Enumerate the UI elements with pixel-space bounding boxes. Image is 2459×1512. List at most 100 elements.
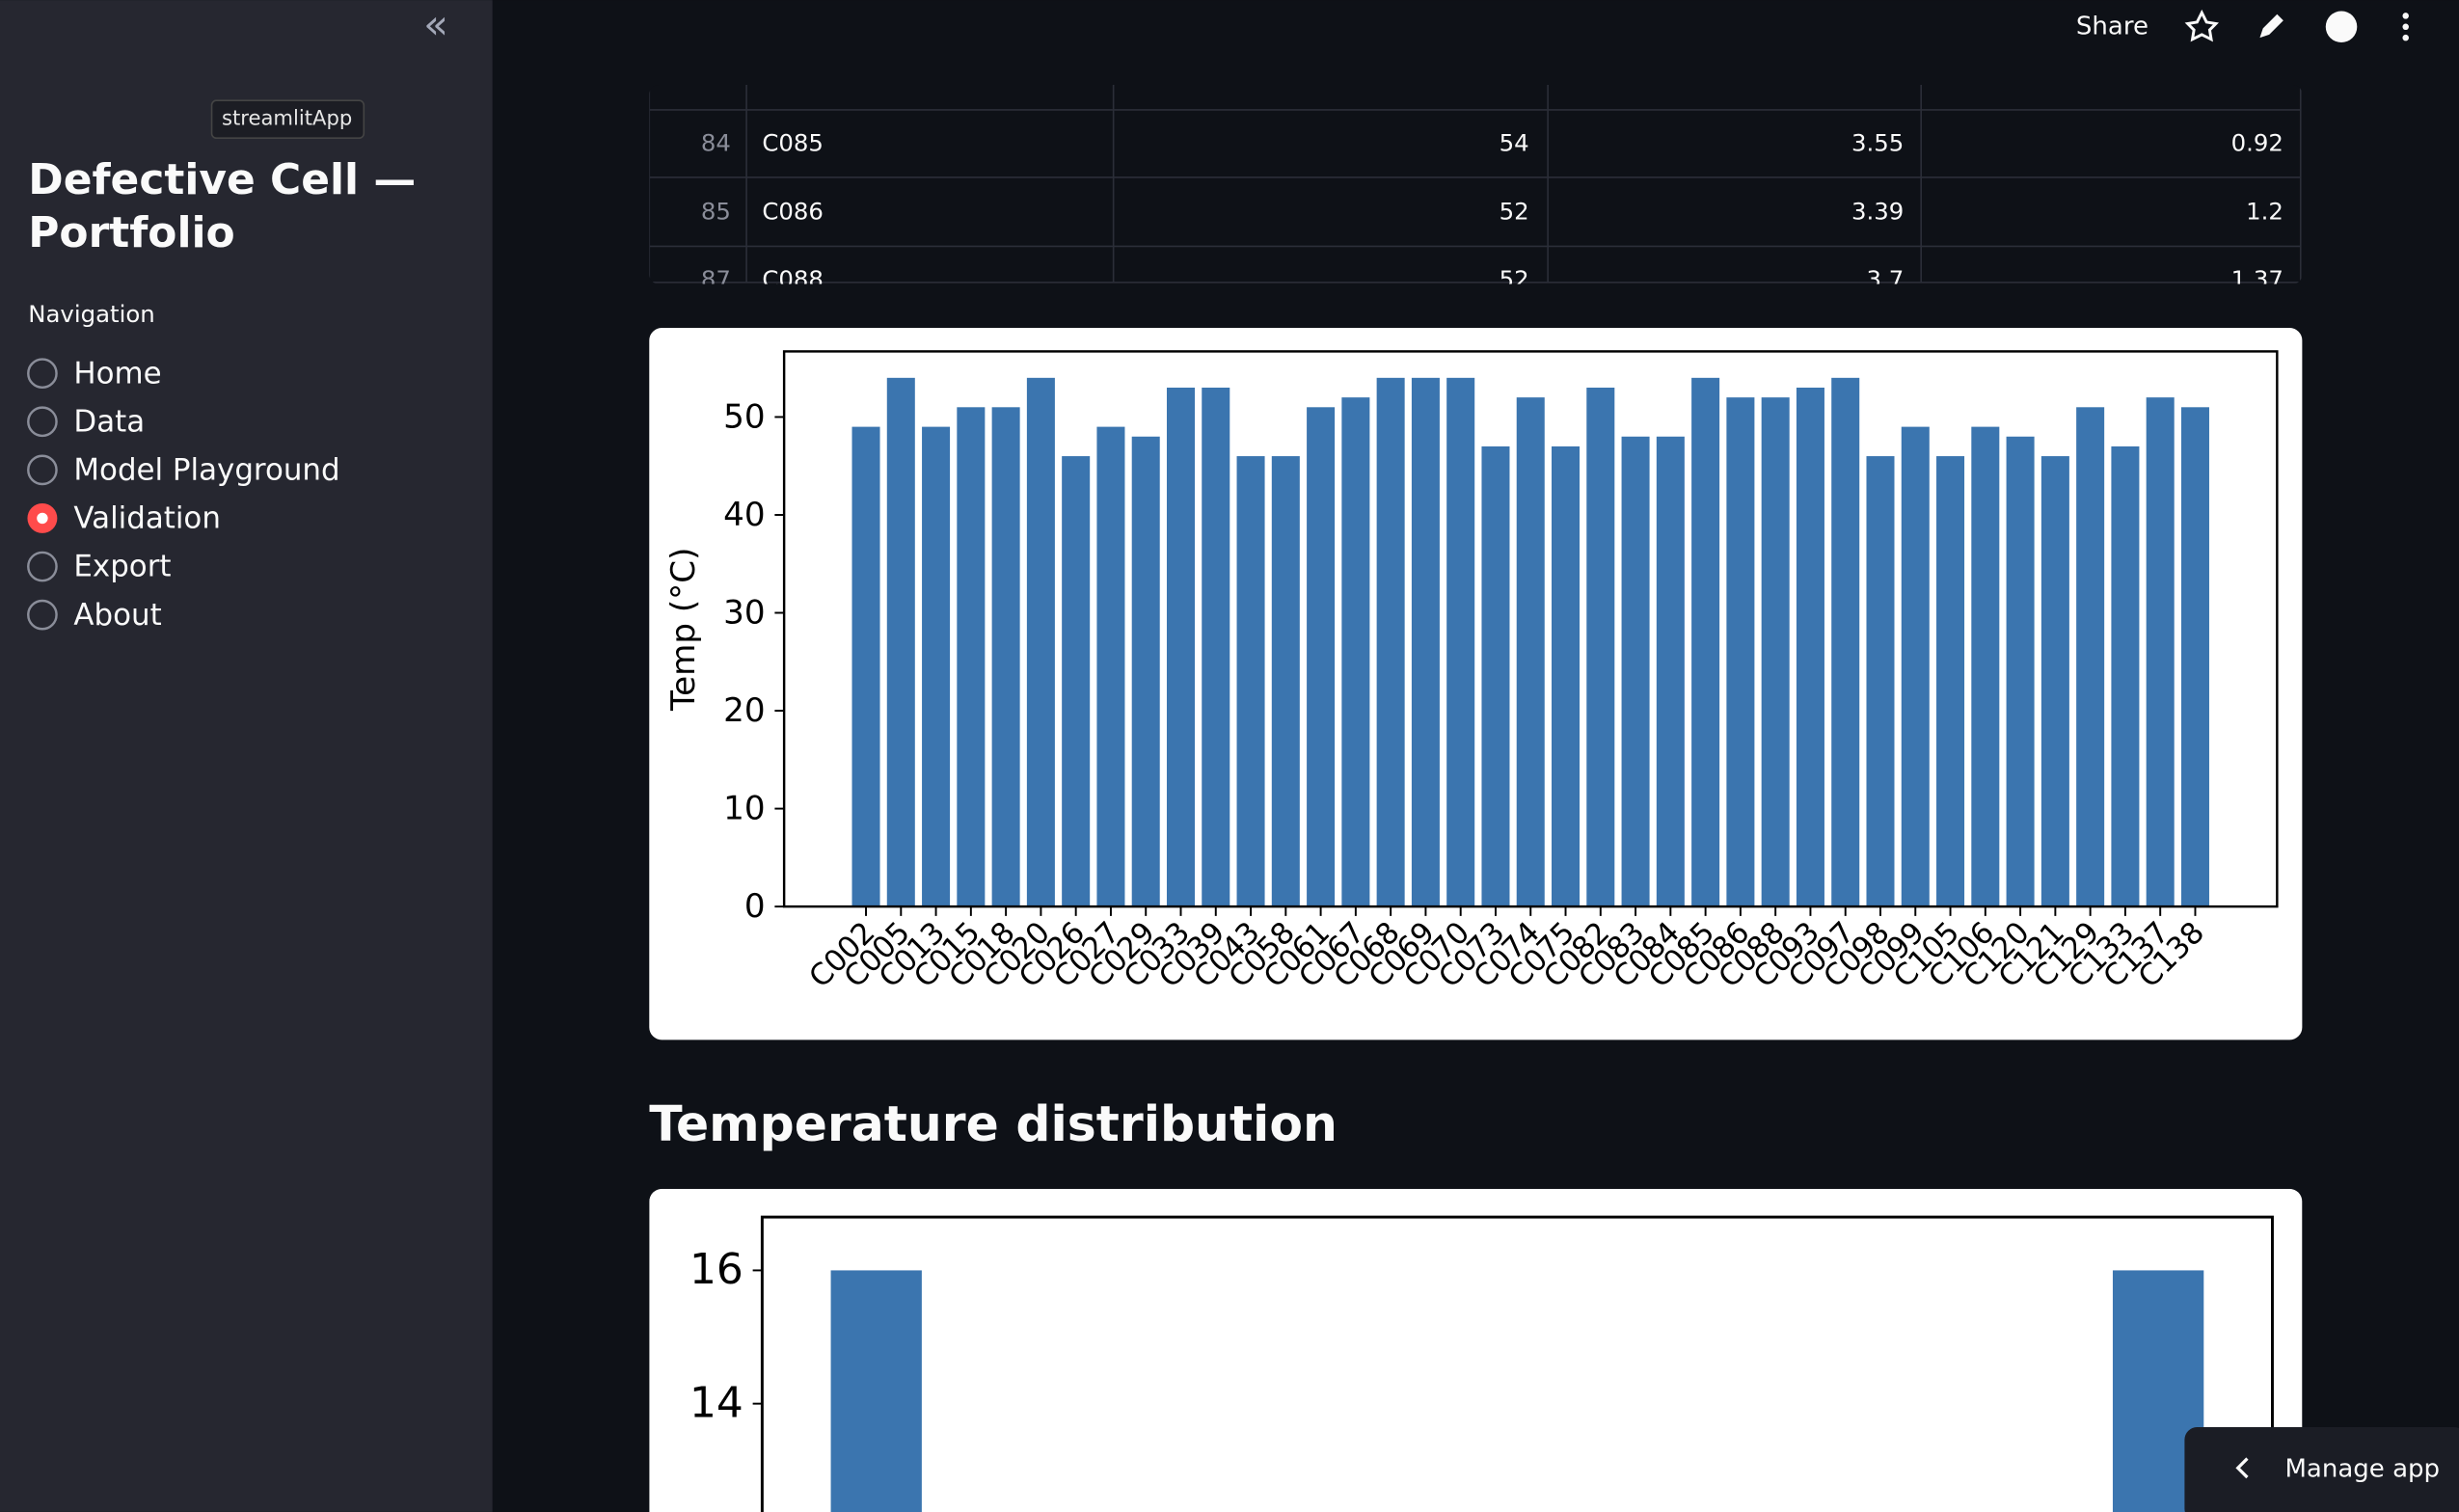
row-index: 87 [701,265,731,293]
cell: 54 [1500,129,1529,157]
table-body: 84 C085 54 3.55 0.92 85 C086 52 3.39 1.2 87 C088 52 3… [649,84,2301,293]
bar [1166,387,1196,907]
bar [1656,436,1685,907]
bar [1936,456,1965,907]
y-tick-label: 16 [689,1245,743,1294]
bar [991,407,1020,907]
axes-frame [782,350,2279,908]
bar [1446,377,1475,907]
radio-dot [37,512,48,525]
bar [1341,397,1370,907]
cell: 3.7 [1867,265,1905,293]
star-icon[interactable] [2184,9,2219,42]
github-icon[interactable] [2325,11,2358,43]
bar [886,377,915,907]
bar [1726,397,1755,907]
row-index: 85 [701,197,731,225]
sidebar-title: Defective Cell — [28,155,416,204]
y-axis-label: Temp (°C) [664,548,703,712]
bar [1307,407,1336,907]
bar-chart: C002C005C013C015C018C020C026C027C029C033… [664,350,2279,994]
bar [1481,446,1510,907]
bar [2146,397,2175,907]
bar [1516,397,1545,907]
bar [1236,456,1265,907]
bar [1621,436,1650,907]
bar [851,426,880,907]
chevron-icon [2235,1457,2249,1479]
y-tick-label: 20 [723,691,765,730]
nav-option[interactable]: Model Playground [73,452,339,487]
manage-app-box[interactable] [2184,1427,2459,1512]
cell: 1.2 [2246,197,2283,225]
bar [2040,456,2069,907]
bar [1131,436,1160,907]
bar [922,426,951,907]
sidebar [0,0,493,1512]
cell: C088 [762,265,824,293]
bar [1831,377,1860,907]
menu-icon[interactable] [2402,13,2409,41]
bar [2180,407,2209,907]
histogram-card: 14 16 [649,1188,2303,1512]
bar [1026,377,1055,907]
bar [1761,397,1790,907]
y-tick-label: 10 [723,790,765,828]
y-tick-label: 50 [723,398,765,437]
bar [1202,387,1230,907]
nav-label: Navigation [28,300,154,328]
bar [1376,377,1405,907]
cell: 3.55 [1851,129,1904,157]
cell: C085 [762,129,824,157]
bar [1096,426,1125,907]
y-tick-label: 40 [723,496,765,534]
sidebar-title: Portfolio [28,208,234,257]
chart-card [649,1188,2303,1512]
bar [2076,407,2105,907]
manage-app[interactable]: Manage app [2284,1454,2440,1483]
share-button[interactable]: Share [2076,12,2148,40]
tooltip: streamlitApp [222,106,352,130]
cell: 0.92 [2231,129,2283,157]
nav-option[interactable]: Validation [73,501,220,536]
bar [1062,456,1091,907]
nav-option[interactable]: Data [73,404,145,439]
bar [1796,387,1824,907]
bar [1552,446,1581,907]
cell: 52 [1500,197,1529,225]
edit-icon[interactable] [2259,14,2283,39]
row-index: 84 [701,129,731,157]
collapse-button[interactable]: « [423,0,448,47]
bar [1901,426,1930,907]
cell: 1.37 [2231,265,2283,293]
y-tick-label: 30 [723,594,765,633]
bar [2111,446,2140,907]
bar [1586,387,1615,907]
nav: Home Data Model Playground Validation Export… [27,356,340,633]
radio[interactable] [27,551,58,582]
radio[interactable] [27,454,58,486]
y-tick-label: 14 [689,1378,743,1427]
radio[interactable] [27,358,58,390]
nav-option[interactable]: About [73,598,161,633]
bar [1691,377,1720,907]
bar [1866,456,1895,907]
bar [1271,456,1300,907]
bar [2006,436,2035,907]
tooltip-box [210,99,365,140]
y-tick-label: 0 [744,887,766,926]
bar [957,407,986,907]
section-heading: Temperature distribution [649,1095,1338,1152]
axes-frame [760,1215,2274,1512]
table: 84 C085 54 3.55 0.92 85 C086 52 3.39 1.2 87 C088 52 3… [649,84,2302,293]
cell: C086 [762,197,824,225]
nav-option[interactable]: Export [73,550,171,584]
table-bg [649,84,2302,284]
radio[interactable] [27,406,58,438]
nav-option[interactable]: Home [73,356,161,391]
radio[interactable] [27,599,58,631]
cell: 52 [1500,265,1529,293]
hist-bar [830,1270,922,1512]
